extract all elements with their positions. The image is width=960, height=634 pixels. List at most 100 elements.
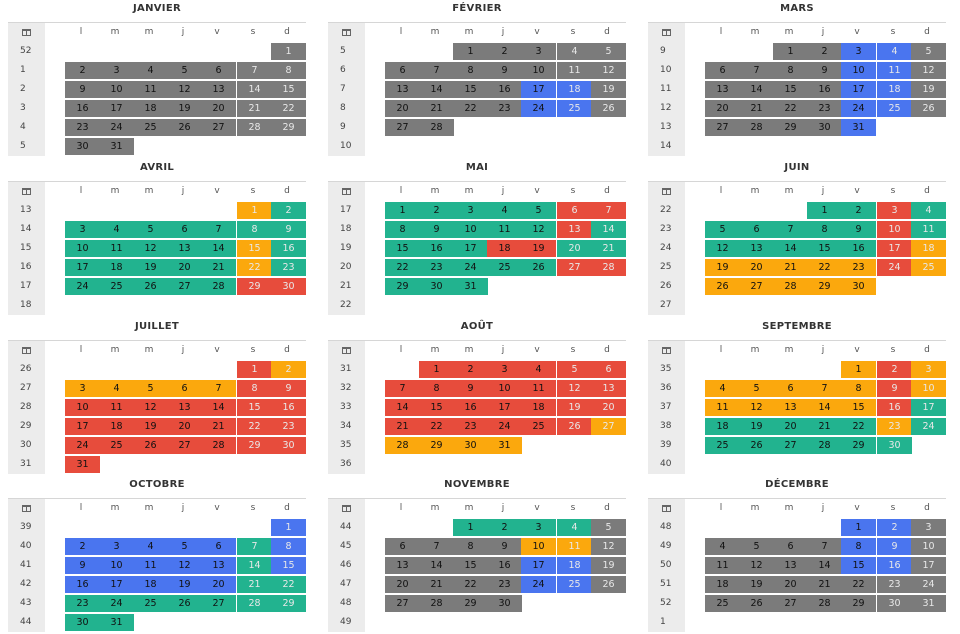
- day-cell[interactable]: 11: [911, 221, 946, 238]
- day-cell[interactable]: 11: [705, 557, 740, 574]
- day-cell[interactable]: 30: [807, 119, 842, 136]
- day-cell[interactable]: 14: [237, 557, 272, 574]
- day-cell[interactable]: 12: [739, 557, 774, 574]
- day-cell[interactable]: 30: [487, 595, 522, 612]
- day-cell[interactable]: 17: [453, 240, 488, 257]
- day-cell[interactable]: 22: [841, 418, 876, 435]
- day-cell[interactable]: 27: [773, 437, 808, 454]
- day-cell[interactable]: 4: [705, 538, 740, 555]
- day-cell[interactable]: 22: [841, 576, 876, 593]
- day-cell[interactable]: 13: [167, 240, 202, 257]
- day-cell[interactable]: 12: [167, 81, 202, 98]
- day-cell[interactable]: 22: [453, 576, 488, 593]
- day-cell[interactable]: 17: [521, 81, 556, 98]
- day-cell[interactable]: 15: [237, 240, 272, 257]
- day-cell[interactable]: 28: [807, 437, 842, 454]
- day-cell[interactable]: 17: [911, 557, 946, 574]
- day-cell[interactable]: 24: [521, 100, 556, 117]
- day-cell[interactable]: 2: [487, 519, 522, 536]
- day-cell[interactable]: 25: [705, 437, 740, 454]
- day-cell[interactable]: 11: [557, 62, 592, 79]
- day-cell[interactable]: 6: [201, 62, 236, 79]
- day-cell[interactable]: 25: [99, 437, 134, 454]
- day-cell[interactable]: 17: [65, 418, 100, 435]
- day-cell[interactable]: 21: [807, 576, 842, 593]
- day-cell[interactable]: 8: [453, 538, 488, 555]
- day-cell[interactable]: 3: [521, 43, 556, 60]
- day-cell[interactable]: 16: [877, 399, 912, 416]
- day-cell[interactable]: 6: [773, 380, 808, 397]
- day-cell[interactable]: 4: [557, 43, 592, 60]
- day-cell[interactable]: 15: [841, 557, 876, 574]
- day-cell[interactable]: 3: [65, 380, 100, 397]
- day-cell[interactable]: 6: [705, 62, 740, 79]
- day-cell[interactable]: 19: [133, 259, 168, 276]
- day-cell[interactable]: 6: [591, 361, 626, 378]
- day-cell[interactable]: 5: [739, 380, 774, 397]
- day-cell[interactable]: 27: [167, 278, 202, 295]
- day-cell[interactable]: 23: [271, 259, 306, 276]
- day-cell[interactable]: 27: [385, 595, 420, 612]
- day-cell[interactable]: 2: [419, 202, 454, 219]
- day-cell[interactable]: 22: [807, 259, 842, 276]
- day-cell[interactable]: 11: [877, 62, 912, 79]
- day-cell[interactable]: 11: [557, 538, 592, 555]
- day-cell[interactable]: 21: [385, 418, 420, 435]
- day-cell[interactable]: 17: [877, 240, 912, 257]
- day-cell[interactable]: 13: [591, 380, 626, 397]
- day-cell[interactable]: 16: [271, 399, 306, 416]
- day-cell[interactable]: 21: [591, 240, 626, 257]
- day-cell[interactable]: 12: [133, 399, 168, 416]
- day-cell[interactable]: 30: [877, 437, 912, 454]
- day-cell[interactable]: 20: [773, 576, 808, 593]
- day-cell[interactable]: 1: [271, 519, 306, 536]
- day-cell[interactable]: 31: [487, 437, 522, 454]
- day-cell[interactable]: 8: [385, 221, 420, 238]
- day-cell[interactable]: 12: [739, 399, 774, 416]
- day-cell[interactable]: 27: [773, 595, 808, 612]
- day-cell[interactable]: 9: [65, 557, 100, 574]
- day-cell[interactable]: 17: [521, 557, 556, 574]
- day-cell[interactable]: 9: [487, 538, 522, 555]
- day-cell[interactable]: 2: [271, 202, 306, 219]
- day-cell[interactable]: 16: [419, 240, 454, 257]
- day-cell[interactable]: 18: [705, 418, 740, 435]
- day-cell[interactable]: 26: [591, 576, 626, 593]
- day-cell[interactable]: 8: [237, 380, 272, 397]
- day-cell[interactable]: 17: [99, 100, 134, 117]
- day-cell[interactable]: 22: [237, 259, 272, 276]
- day-cell[interactable]: 18: [487, 240, 522, 257]
- day-cell[interactable]: 26: [739, 437, 774, 454]
- day-cell[interactable]: 22: [419, 418, 454, 435]
- day-cell[interactable]: 10: [99, 81, 134, 98]
- day-cell[interactable]: 8: [419, 380, 454, 397]
- day-cell[interactable]: 14: [807, 557, 842, 574]
- day-cell[interactable]: 22: [773, 100, 808, 117]
- day-cell[interactable]: 2: [65, 62, 100, 79]
- day-cell[interactable]: 24: [487, 418, 522, 435]
- day-cell[interactable]: 20: [201, 100, 236, 117]
- day-cell[interactable]: 6: [201, 538, 236, 555]
- day-cell[interactable]: 13: [773, 399, 808, 416]
- day-cell[interactable]: 19: [521, 240, 556, 257]
- day-cell[interactable]: 27: [201, 595, 236, 612]
- day-cell[interactable]: 29: [807, 278, 842, 295]
- day-cell[interactable]: 19: [591, 81, 626, 98]
- day-cell[interactable]: 9: [841, 221, 876, 238]
- day-cell[interactable]: 21: [201, 259, 236, 276]
- day-cell[interactable]: 3: [911, 361, 946, 378]
- day-cell[interactable]: 23: [419, 259, 454, 276]
- day-cell[interactable]: 16: [65, 576, 100, 593]
- day-cell[interactable]: 2: [453, 361, 488, 378]
- day-cell[interactable]: 19: [557, 399, 592, 416]
- day-cell[interactable]: 24: [521, 576, 556, 593]
- day-cell[interactable]: 10: [65, 240, 100, 257]
- day-cell[interactable]: 22: [271, 576, 306, 593]
- day-cell[interactable]: 19: [133, 418, 168, 435]
- day-cell[interactable]: 14: [591, 221, 626, 238]
- day-cell[interactable]: 25: [99, 278, 134, 295]
- day-cell[interactable]: 31: [99, 614, 134, 631]
- day-cell[interactable]: 16: [487, 557, 522, 574]
- day-cell[interactable]: 12: [911, 62, 946, 79]
- day-cell[interactable]: 20: [739, 259, 774, 276]
